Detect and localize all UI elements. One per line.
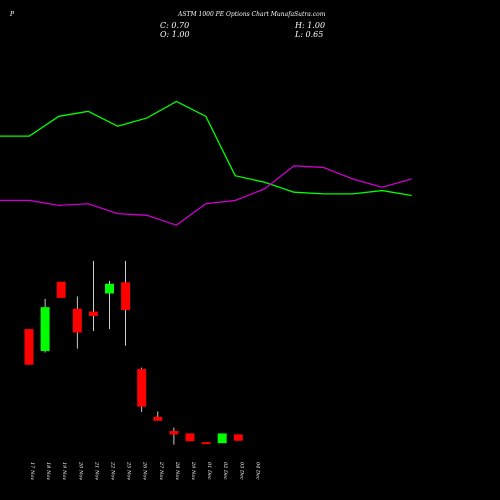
chart-symbol: P bbox=[9, 11, 15, 18]
candle-body bbox=[121, 282, 131, 311]
candlestick-series bbox=[24, 260, 243, 445]
candle bbox=[24, 329, 34, 365]
candle bbox=[153, 411, 163, 421]
candle bbox=[121, 260, 131, 346]
x-tick-label: 28 Nov bbox=[174, 461, 180, 480]
x-tick-label: 27 Nov bbox=[158, 461, 164, 480]
x-tick-label: 21 Nov bbox=[93, 461, 99, 480]
candle bbox=[105, 280, 114, 330]
x-tick-label: 04 Dec bbox=[254, 462, 260, 480]
x-tick-label: 26 Nov bbox=[142, 461, 148, 480]
candle-body bbox=[233, 434, 243, 441]
candle bbox=[185, 433, 195, 442]
candle bbox=[88, 260, 98, 332]
candle-body bbox=[169, 430, 179, 435]
candle-body bbox=[153, 416, 163, 421]
candle-body bbox=[105, 283, 114, 294]
candle-body bbox=[88, 311, 98, 316]
candle-body bbox=[217, 433, 227, 444]
candle bbox=[137, 367, 147, 412]
candle bbox=[169, 427, 179, 445]
candle-body bbox=[185, 433, 195, 442]
x-tick-label: 01 Dec bbox=[206, 462, 212, 480]
candle bbox=[56, 281, 66, 298]
indicator-line-1 bbox=[0, 100, 412, 197]
x-tick-label: 18 Nov bbox=[45, 462, 51, 480]
candle-body bbox=[24, 329, 34, 365]
x-tick-label: 02 Dec bbox=[222, 462, 228, 480]
readout-c: C: 0.70 bbox=[160, 21, 189, 30]
indicator-line-2 bbox=[0, 165, 412, 226]
x-tick-label: 22 Nov bbox=[110, 461, 116, 480]
indicator-lines bbox=[0, 100, 412, 226]
readout-o: O: 1.00 bbox=[160, 30, 190, 39]
candle bbox=[217, 433, 227, 444]
x-tick-label: 03 Dec bbox=[238, 462, 244, 480]
candle-body bbox=[40, 307, 50, 352]
candle-body bbox=[56, 281, 66, 298]
x-tick-label: 29 Nov bbox=[190, 461, 196, 480]
candle bbox=[233, 434, 243, 441]
readout-l: L: 0.65 bbox=[294, 30, 323, 39]
candle bbox=[40, 298, 50, 353]
x-tick-label: 17 Nov bbox=[29, 462, 35, 480]
chart-title: ASTM 1000 PE Options Chart MunafaSutra.c… bbox=[177, 11, 326, 18]
x-tick-label: 19 Nov bbox=[61, 462, 67, 480]
candle-body bbox=[201, 442, 211, 445]
x-tick-label: 20 Nov bbox=[77, 461, 83, 480]
candle-body bbox=[137, 369, 147, 407]
candle bbox=[72, 296, 82, 349]
x-tick-label: 25 Nov bbox=[126, 461, 132, 480]
candle bbox=[201, 442, 211, 445]
x-axis-ticks: 17 Nov 18 Nov 19 Nov 20 Nov 21 Nov 22 Nov 25 N… bbox=[29, 461, 260, 480]
candle-body bbox=[72, 308, 82, 333]
readout-h: H: 1.00 bbox=[294, 21, 325, 30]
